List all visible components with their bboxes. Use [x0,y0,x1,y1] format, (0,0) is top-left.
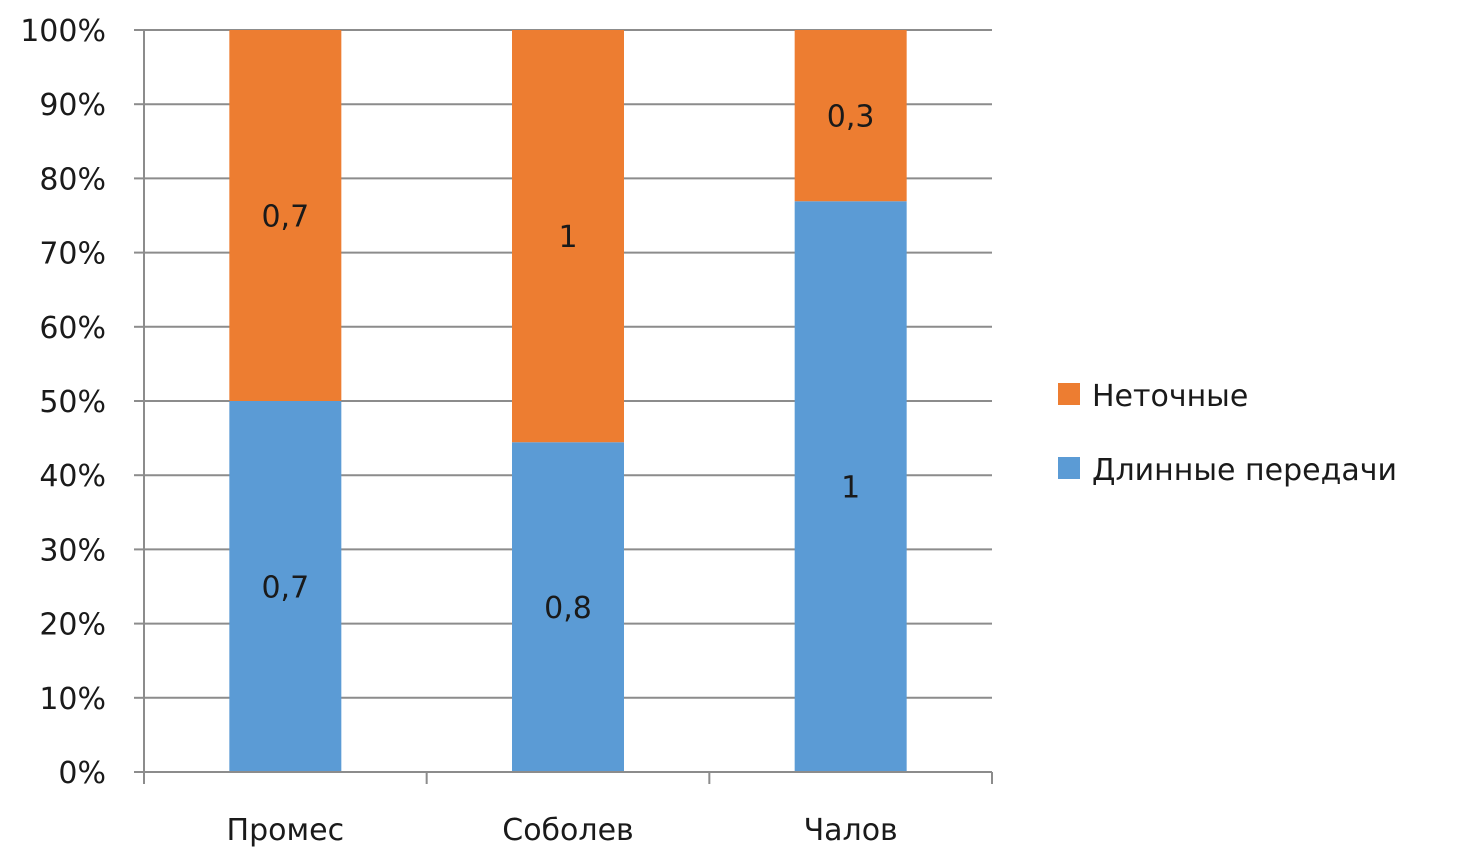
y-tick-label: 30% [39,533,106,568]
y-tick-label: 0% [58,756,106,791]
data-label: 0,3 [827,100,875,135]
legend-label: Длинные передачи [1092,453,1397,488]
bar-segment [512,30,624,443]
x-category-label: Промес [227,813,345,848]
y-tick-label: 80% [39,162,106,197]
data-label: 0,7 [261,571,309,606]
data-label: 1 [841,471,860,506]
legend-swatch [1058,383,1080,405]
bar-segment [794,201,907,772]
y-tick-label: 40% [39,459,106,494]
data-labels: 0,7 0,7 0,8 1 1 0,3 [261,100,874,626]
data-label: 0,8 [544,591,592,626]
y-tick-label: 60% [39,311,106,346]
legend-swatch [1058,457,1080,479]
data-label: 1 [558,220,577,255]
legend-label: Неточные [1092,379,1248,414]
y-tick-labels: 0% 10% 20% 30% 40% 50% 60% 70% 80% 90% 100% [20,14,106,791]
y-tick-label: 90% [39,88,106,123]
y-tick-label: 20% [39,608,106,643]
bars [229,30,907,772]
y-tick-label: 10% [39,682,106,717]
axes [134,29,993,784]
y-tick-label: 50% [39,385,106,420]
y-tick-label: 70% [39,237,106,272]
x-category-label: Чалов [804,813,898,848]
data-label: 0,7 [261,200,309,235]
legend: Неточные Длинные передачи [1058,379,1397,488]
bar-segment [229,401,342,772]
y-tick-label: 100% [20,14,106,49]
bar-segment [229,30,342,401]
bar-segment [512,442,624,772]
x-category-labels: Промес Соболев Чалов [227,813,898,848]
x-category-label: Соболев [502,813,633,848]
bar-segment [794,30,907,202]
